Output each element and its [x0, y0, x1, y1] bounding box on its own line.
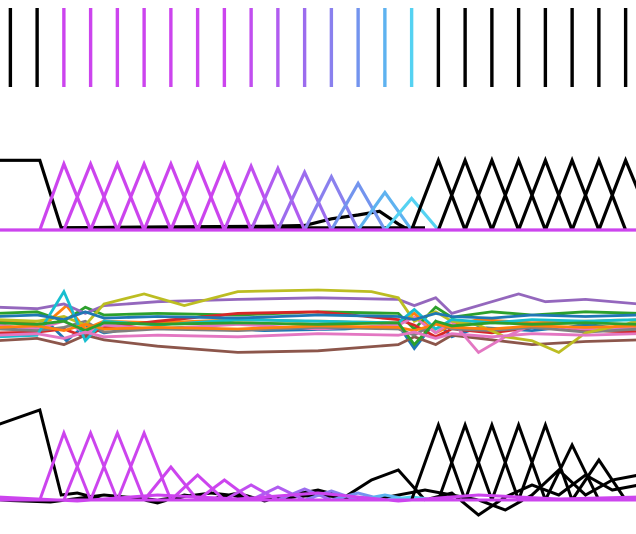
- series-line-3-7: [169, 472, 226, 502]
- responses-panel: [0, 408, 636, 517]
- series-line-1-7: [169, 159, 226, 231]
- series-line-3-24: [0, 491, 636, 503]
- noisy-traces-panel: [0, 288, 636, 355]
- series-line-1-22: [570, 155, 628, 231]
- series-line-3-9: [223, 483, 279, 502]
- event-raster-panel: [8, 8, 628, 87]
- series-line-1-17: [436, 155, 494, 231]
- series-line-2-13: [0, 330, 636, 340]
- series-line-2-11: [0, 322, 636, 333]
- tuning-curves-panel: [0, 155, 636, 232]
- series-line-1-12: [303, 173, 360, 231]
- series-line-2-12: [0, 319, 636, 347]
- series-line-2-5: [0, 333, 636, 354]
- series-line-1-10: [249, 164, 307, 231]
- series-line-3-17: [436, 420, 494, 501]
- series-line-1-20: [517, 155, 574, 231]
- series-line-2-8: [0, 288, 636, 355]
- series-line-3-2: [38, 428, 92, 501]
- series-line-1-9: [222, 162, 280, 231]
- series-line-1-14: [356, 189, 413, 231]
- series-line-1-3: [62, 159, 119, 231]
- series-line-2-10: [0, 310, 636, 322]
- series-line-1-8: [196, 159, 253, 231]
- series-line-3-21: [544, 441, 601, 501]
- series-line-3-4: [89, 428, 146, 501]
- series-line-3-18: [463, 420, 521, 501]
- series-line-1-4: [89, 159, 146, 231]
- series-line-1-18: [463, 155, 521, 231]
- series-line-3-16: [410, 420, 467, 501]
- series-line-3-6: [142, 464, 199, 501]
- series-line-3-5: [116, 428, 173, 501]
- series-line-1-5: [115, 159, 173, 231]
- series-line-3-20: [517, 420, 574, 501]
- series-line-1-6: [142, 159, 200, 231]
- series-line-3-22: [570, 457, 627, 501]
- series-line-1-19: [490, 155, 547, 231]
- series-line-1-15: [383, 196, 440, 232]
- series-line-2-7: [0, 319, 636, 337]
- series-line-1-11: [276, 168, 333, 231]
- series-line-3-8: [196, 478, 252, 502]
- series-line-3-19: [490, 420, 547, 501]
- series-line-3-3: [62, 428, 119, 501]
- series-line-1-2: [38, 159, 93, 231]
- series-line-1-23: [597, 155, 636, 231]
- series-line-1-21: [543, 155, 601, 231]
- series-line-1-16: [410, 155, 467, 231]
- series-line-1-13: [330, 180, 387, 231]
